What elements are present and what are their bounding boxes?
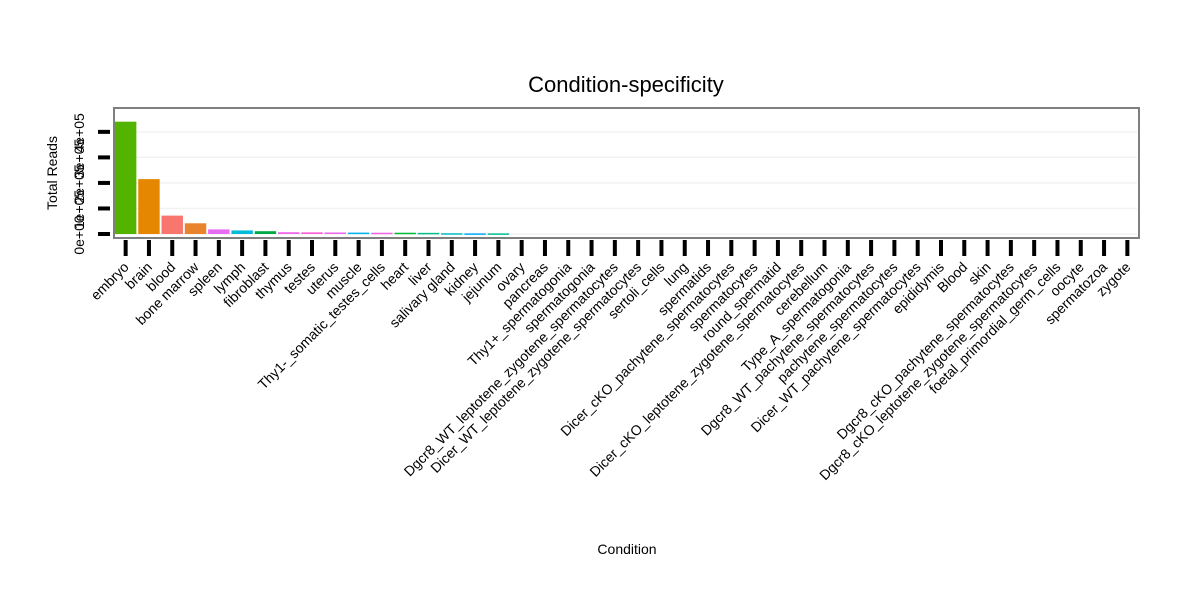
- bar: [324, 232, 347, 234]
- bar: [114, 121, 137, 234]
- y-tick-label: 1e+05: [71, 190, 87, 230]
- bar: [161, 215, 183, 234]
- y-tick-label: 4e+05: [71, 113, 87, 153]
- bar: [394, 232, 416, 235]
- y-tick-label: 3e+05: [71, 139, 87, 179]
- bar: [254, 231, 277, 234]
- bar: [138, 179, 160, 234]
- bar: [464, 233, 486, 235]
- bar: [208, 229, 230, 234]
- bars: [114, 121, 510, 235]
- bar: [278, 232, 300, 234]
- plot-panel: [113, 107, 1140, 239]
- y-tick-label: 2e+05: [71, 164, 87, 204]
- bar: [184, 223, 207, 234]
- bar: [231, 230, 253, 234]
- grid-lines: [116, 131, 1137, 235]
- bar: [371, 232, 393, 235]
- chart-title: Condition-specificity: [528, 72, 724, 97]
- bar: [487, 233, 510, 235]
- x-axis-title: Condition: [597, 541, 656, 557]
- bar: [301, 232, 323, 234]
- bar: [441, 233, 463, 235]
- y-axis-title: Total Reads: [44, 136, 60, 210]
- bar: [417, 232, 440, 235]
- bar: [347, 232, 370, 235]
- y-tick-label: 0e+00: [71, 215, 87, 255]
